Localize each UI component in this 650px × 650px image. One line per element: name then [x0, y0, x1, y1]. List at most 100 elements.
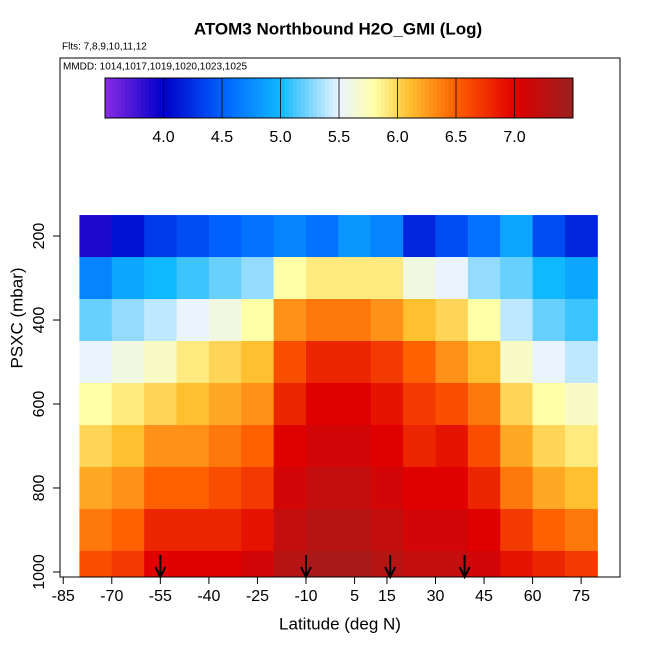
heatmap-cell	[208, 424, 242, 468]
colorbar-swatch	[349, 78, 354, 118]
colorbar-tick-label: 4.0	[152, 129, 174, 146]
heatmap-cell	[500, 299, 534, 342]
heatmap-cell	[241, 550, 275, 577]
colorbar-swatch	[185, 78, 190, 118]
colorbar-swatch	[421, 78, 426, 118]
colorbar-swatch	[149, 78, 154, 118]
plot-frame	[59, 57, 621, 578]
heatmap-cell	[500, 341, 534, 384]
heatmap	[79, 215, 598, 577]
heatmap-cell	[467, 383, 501, 426]
heatmap-cell	[306, 550, 339, 577]
colorbar-swatch	[153, 78, 158, 118]
heatmap-cell	[403, 550, 436, 577]
heatmap-cell	[370, 508, 404, 552]
colorbar-swatch	[137, 78, 142, 118]
x-tick-label: 15	[378, 588, 396, 605]
colorbar-swatch	[497, 78, 502, 118]
colorbar-swatch	[445, 78, 450, 118]
heatmap-cell	[564, 466, 598, 510]
heatmap-cell	[176, 341, 210, 384]
heatmap-cell	[338, 508, 372, 552]
colorbar-swatch	[513, 78, 518, 118]
colorbar-swatch	[397, 78, 402, 118]
chart-title: ATOM3 Northbound H2O_GMI (Log)	[194, 19, 482, 38]
heatmap-cell	[79, 424, 113, 468]
colorbar-swatch	[317, 78, 322, 118]
heatmap-cell	[403, 383, 436, 426]
colorbar-swatch	[193, 78, 198, 118]
colorbar-swatch	[269, 78, 274, 118]
colorbar-swatch	[277, 78, 282, 118]
heatmap-cell	[532, 550, 566, 577]
heatmap-cell	[435, 424, 469, 468]
x-tick-label: 60	[524, 588, 542, 605]
x-axis-label: Latitude (deg N)	[279, 614, 401, 633]
colorbar-swatch	[173, 78, 178, 118]
heatmap-cell	[500, 508, 534, 552]
heatmap-cell	[370, 299, 404, 342]
heatmap-cell	[306, 424, 339, 468]
colorbar-swatch	[465, 78, 470, 118]
colorbar-swatch	[393, 78, 398, 118]
heatmap-cell	[111, 299, 145, 342]
heatmap-cell	[208, 508, 242, 552]
heatmap-cell	[532, 257, 566, 300]
heatmap-cell	[338, 215, 372, 258]
heatmap-cell	[111, 257, 145, 300]
heatmap-cell	[370, 341, 404, 384]
heatmap-cell	[564, 299, 598, 342]
colorbar-swatch	[281, 78, 286, 118]
heatmap-cell	[144, 341, 178, 384]
heatmap-cell	[532, 383, 566, 426]
y-tick-label: 200	[31, 223, 48, 250]
heatmap-cell	[273, 550, 307, 577]
colorbar-swatch	[549, 78, 554, 118]
y-tick-label: 600	[31, 391, 48, 418]
heatmap-cell	[306, 299, 339, 342]
x-tick-label: -85	[52, 588, 75, 605]
heatmap-cell	[241, 257, 275, 300]
heatmap-cell	[403, 299, 436, 342]
heatmap-cell	[338, 257, 372, 300]
x-tick-label: -55	[149, 588, 172, 605]
heatmap-cell	[176, 508, 210, 552]
y-tick-label: 800	[31, 475, 48, 502]
heatmap-cell	[111, 215, 145, 258]
heatmap-cell	[176, 215, 210, 258]
colorbar-swatch	[377, 78, 382, 118]
heatmap-cell	[79, 466, 113, 510]
heatmap-cell	[241, 383, 275, 426]
heatmap-cell	[176, 383, 210, 426]
colorbar-swatch	[261, 78, 266, 118]
heatmap-cell	[176, 299, 210, 342]
heatmap-cell	[79, 550, 113, 577]
colorbar-tick-label: 7.0	[503, 129, 525, 146]
heatmap-cell	[435, 341, 469, 384]
heatmap-cell	[467, 508, 501, 552]
colorbar-swatch	[109, 78, 114, 118]
heatmap-cell	[500, 215, 534, 258]
y-axis-label: PSXC (mbar)	[7, 267, 26, 368]
colorbar-swatch	[561, 78, 566, 118]
heatmap-cell	[532, 466, 566, 510]
colorbar-swatch	[309, 78, 314, 118]
heatmap-cell	[403, 424, 436, 468]
heatmap-cell	[273, 341, 307, 384]
heatmap-cell	[241, 424, 275, 468]
heatmap-cell	[435, 257, 469, 300]
heatmap-cell	[500, 466, 534, 510]
colorbar-swatch	[213, 78, 218, 118]
colorbar-swatch	[469, 78, 474, 118]
heatmap-cell	[273, 424, 307, 468]
colorbar-swatch	[333, 78, 338, 118]
heatmap-cell	[111, 508, 145, 552]
colorbar-swatch	[493, 78, 498, 118]
heatmap-cell	[467, 341, 501, 384]
subtitle: Flts: 7,8,9,10,11,12	[62, 42, 147, 53]
colorbar-swatch	[533, 78, 538, 118]
heatmap-cell	[144, 257, 178, 300]
colorbar-swatch	[357, 78, 362, 118]
colorbar-swatch	[285, 78, 290, 118]
heatmap-cell	[144, 383, 178, 426]
